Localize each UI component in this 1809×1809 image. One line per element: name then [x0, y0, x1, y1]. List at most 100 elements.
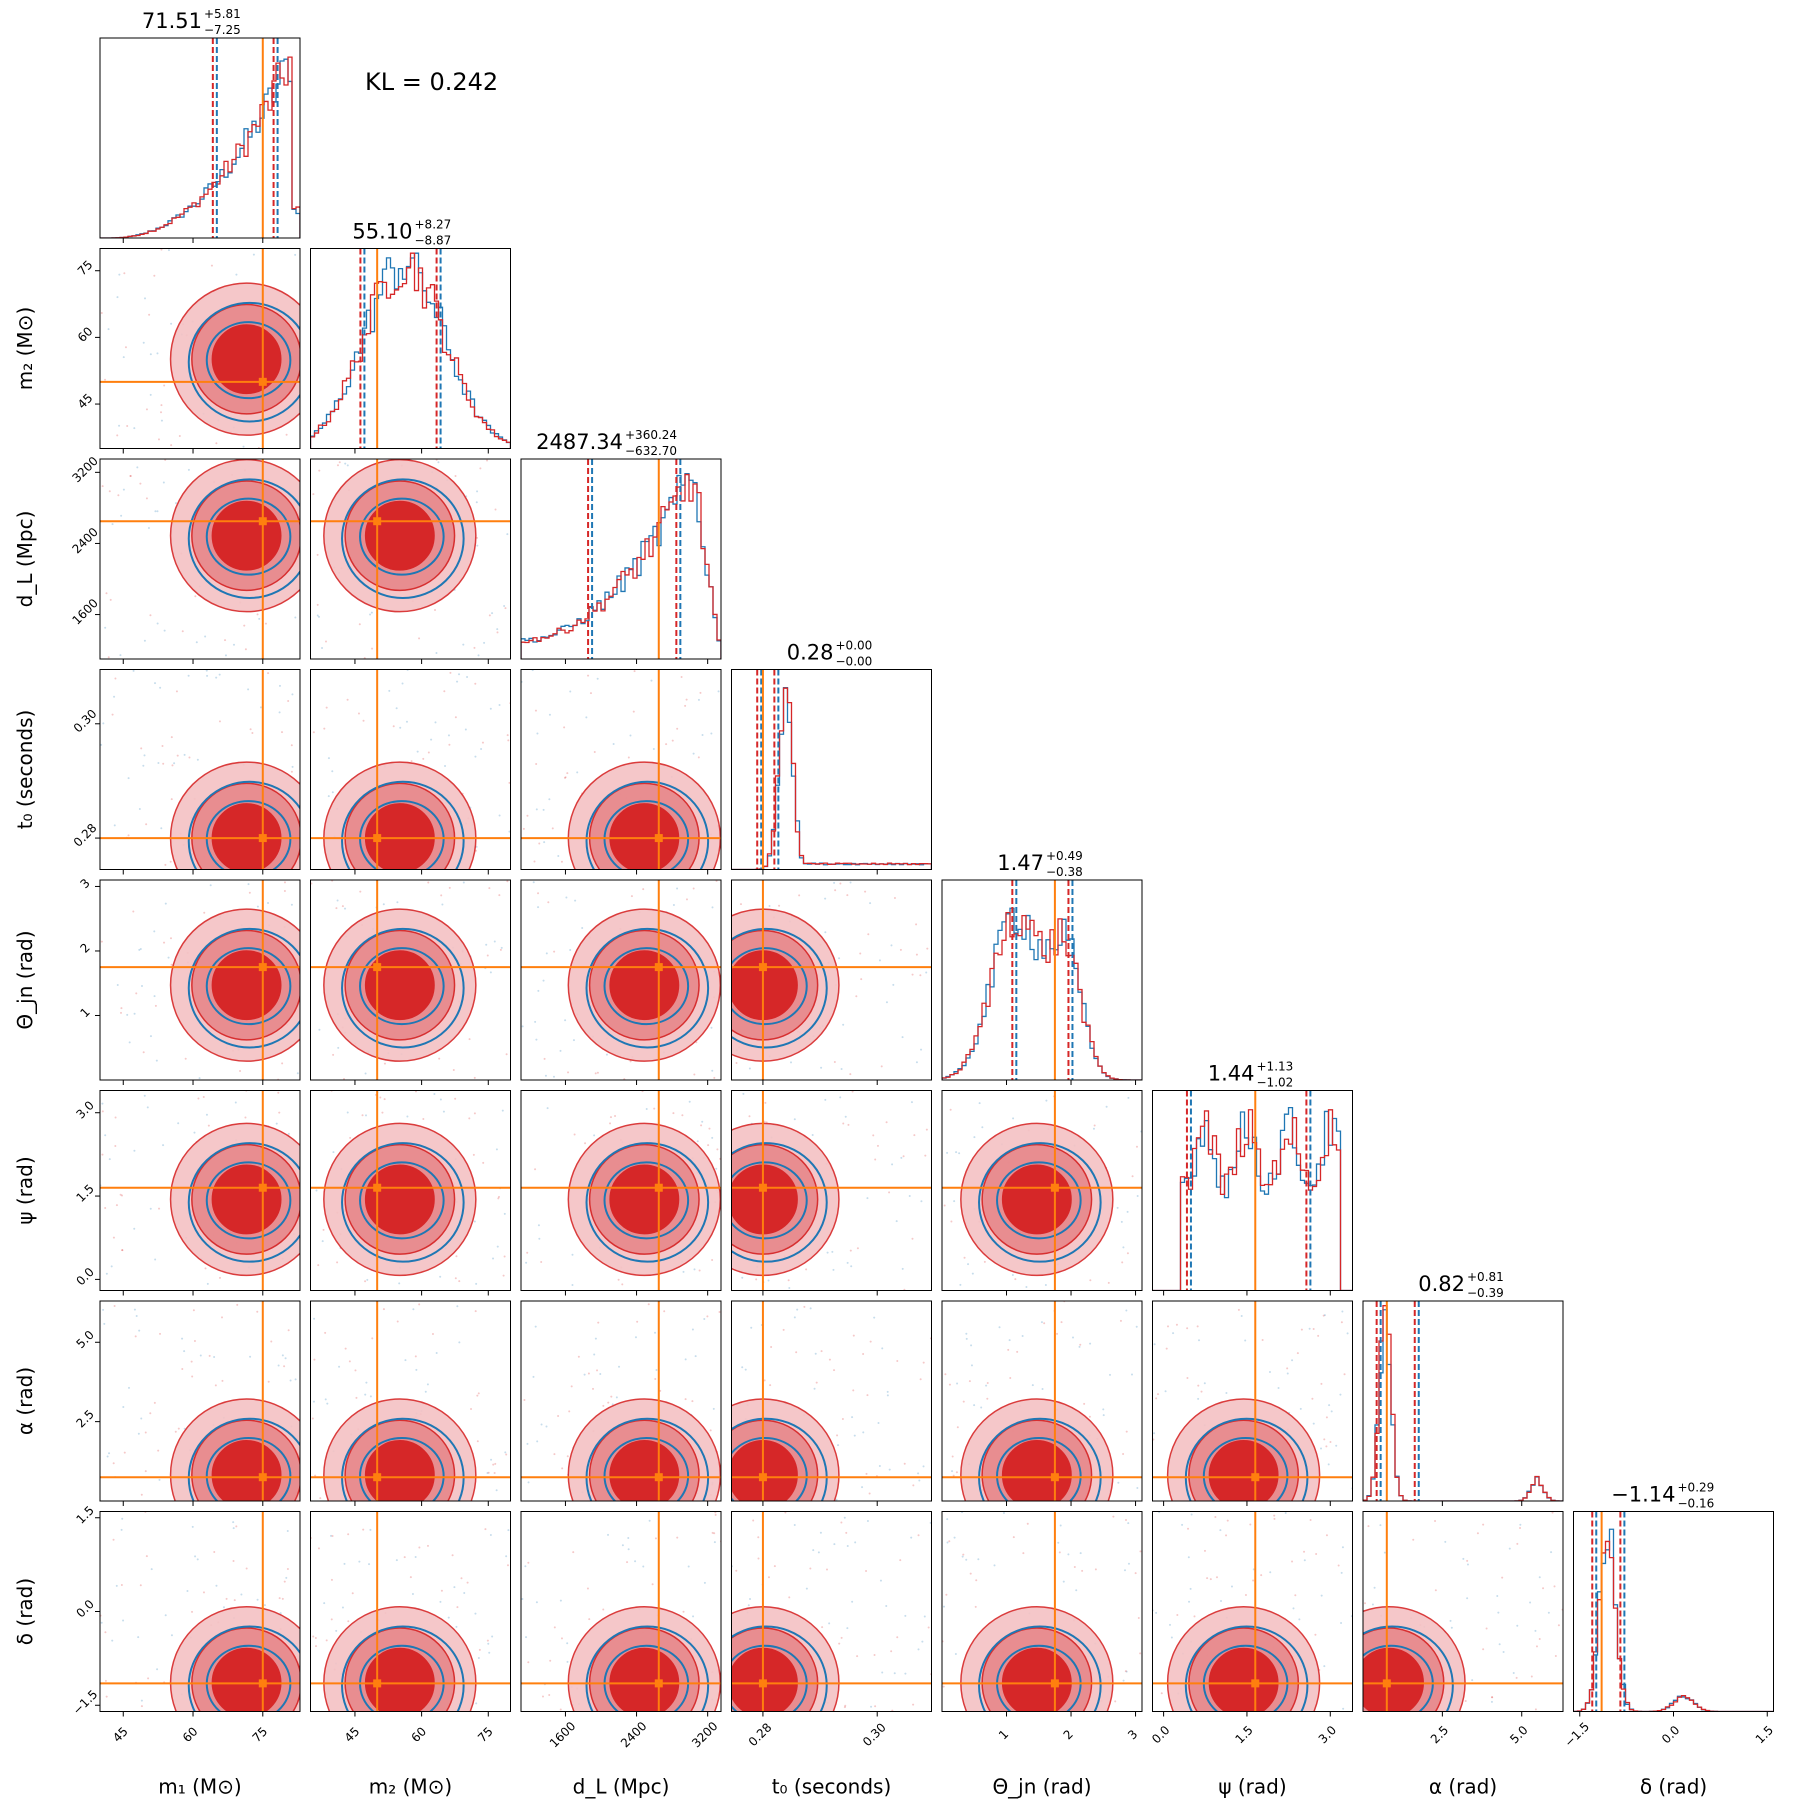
sample-point: [537, 1224, 540, 1227]
sample-point: [708, 1127, 711, 1130]
sample-point: [466, 1581, 469, 1584]
sample-point: [560, 1637, 563, 1640]
sample-point: [454, 716, 457, 719]
sample-point: [395, 707, 398, 710]
sample-point: [335, 907, 338, 910]
sample-point: [488, 887, 491, 890]
contour-series-b-outer: [341, 780, 465, 870]
sample-point: [654, 1378, 657, 1381]
sample-point: [584, 1142, 587, 1145]
sample-point: [100, 312, 103, 315]
sample-point: [854, 1541, 857, 1544]
sample-point: [242, 445, 245, 448]
sample-point: [1198, 1339, 1201, 1342]
sample-point: [609, 1116, 612, 1119]
sample-point: [489, 971, 492, 974]
contour-series-b-outer: [187, 478, 300, 599]
sample-point: [294, 1378, 297, 1381]
sample-point: [121, 1249, 124, 1252]
sample-point: [149, 393, 152, 396]
sample-point: [167, 249, 170, 252]
sample-point: [564, 1019, 567, 1022]
param-title-upper-1: +8.27: [415, 218, 452, 232]
sample-point: [286, 1530, 289, 1533]
hist-panel-2: 2487.34 +360.24 −632.70: [520, 428, 722, 660]
sample-point: [953, 1200, 956, 1203]
sample-point: [559, 1599, 562, 1602]
sample-point: [476, 1394, 479, 1397]
sample-point: [553, 950, 556, 953]
sample-point: [454, 475, 457, 478]
sample-point: [977, 1558, 980, 1561]
sample-point: [655, 1369, 658, 1372]
sample-point: [978, 1102, 981, 1105]
sample-point: [398, 1282, 401, 1285]
sample-point: [157, 1449, 160, 1452]
contour-series-b-outer: [1363, 1625, 1454, 1712]
contour-series-b-inner: [205, 321, 292, 400]
sample-point: [498, 814, 501, 817]
sample-point: [834, 889, 837, 892]
sample-point: [899, 948, 902, 951]
sample-point: [763, 1120, 766, 1123]
sample-point: [573, 1133, 576, 1136]
sample-point: [443, 690, 446, 693]
sample-point: [164, 1614, 167, 1617]
sample-point: [778, 904, 781, 907]
y-tick-label: 1.5: [73, 1182, 96, 1205]
x-tick-label: 2: [1061, 1727, 1076, 1742]
x-tick-label: 75: [250, 1724, 271, 1745]
sample-point: [881, 1347, 884, 1350]
sample-point: [329, 1534, 332, 1537]
scatter-panel-1-6: [310, 1300, 511, 1502]
y-tick-label: 75: [75, 258, 96, 279]
sample-point: [158, 1478, 161, 1481]
sample-point: [832, 1268, 835, 1271]
sample-point: [358, 1560, 361, 1563]
sample-point: [610, 1395, 613, 1398]
sample-point: [476, 490, 479, 493]
sample-point: [676, 1536, 679, 1539]
sample-point: [840, 1068, 843, 1071]
sample-point: [1340, 1622, 1343, 1625]
sample-point: [534, 709, 537, 712]
sample-point: [437, 461, 440, 464]
sample-point: [1535, 1645, 1538, 1648]
scatter-panel-6-7: [1362, 1511, 1564, 1712]
sample-point: [703, 1581, 706, 1584]
sample-point: [1303, 1550, 1306, 1553]
sample-point: [317, 1547, 320, 1550]
sample-point: [1181, 1523, 1184, 1526]
sample-point: [496, 1245, 499, 1248]
sample-point: [396, 901, 399, 904]
sample-point: [812, 1549, 815, 1552]
sample-point: [918, 1479, 921, 1482]
panel-frame: [1152, 1511, 1353, 1712]
contour-series-a-2: [364, 1164, 435, 1235]
sample-point: [132, 910, 135, 913]
sample-point: [506, 880, 509, 883]
sample-point: [277, 1091, 280, 1094]
y-tick-label: 1600: [69, 596, 100, 627]
sample-point: [1021, 1334, 1024, 1337]
sample-point: [161, 744, 164, 747]
sample-point: [482, 1161, 485, 1164]
truth-marker: [373, 1183, 382, 1192]
sample-point: [162, 481, 165, 484]
sample-point: [343, 1562, 346, 1565]
truth-marker: [758, 1183, 767, 1192]
sample-point: [341, 905, 344, 908]
sample-point: [451, 1554, 454, 1557]
sample-point: [100, 743, 103, 746]
sample-point: [140, 1417, 143, 1420]
sample-point: [187, 674, 190, 677]
sample-point: [117, 494, 120, 497]
sample-point: [383, 1062, 386, 1065]
sample-point: [191, 1525, 194, 1528]
sample-point: [289, 1379, 292, 1382]
sample-point: [652, 748, 655, 751]
sample-point: [464, 728, 467, 731]
sample-point: [206, 674, 209, 677]
sample-point: [587, 1372, 590, 1375]
sample-point: [1122, 1246, 1125, 1249]
